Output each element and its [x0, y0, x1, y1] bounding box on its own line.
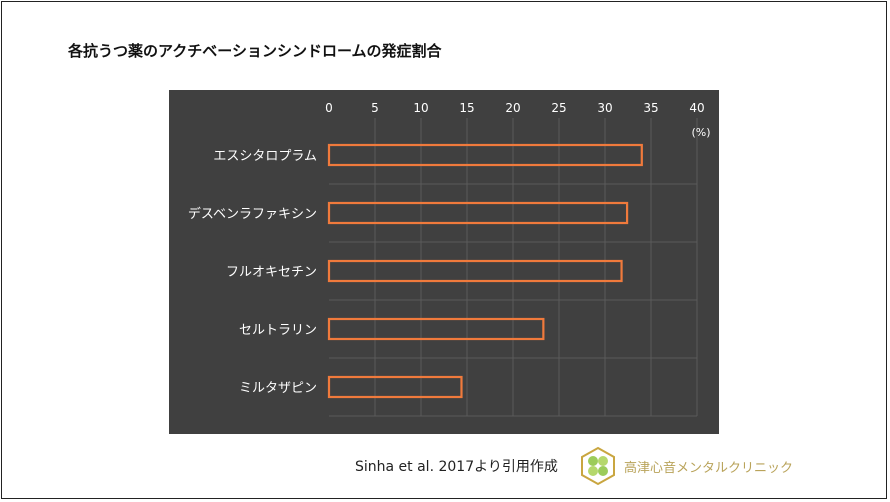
page-title: 各抗うつ薬のアクチベーションシンドロームの発症割合 — [68, 42, 442, 60]
category-label: セルトラリン — [239, 323, 317, 338]
x-tick-label: 40 — [689, 101, 704, 115]
x-tick-label: 20 — [505, 101, 520, 115]
x-tick-label: 35 — [643, 101, 658, 115]
x-tick-label: 25 — [551, 101, 566, 115]
category-label: ミルタザピン — [239, 381, 317, 396]
clinic-logo-icon — [581, 446, 615, 486]
category-label: エスシタロプラム — [213, 149, 317, 164]
x-tick-label: 15 — [459, 101, 474, 115]
source-citation: Sinha et al. 2017より引用作成 — [355, 459, 558, 475]
bar — [327, 201, 629, 225]
chart: 0 5 10 15 20 25 30 35 40 (%) エスシタロプラムデスベンラファキシンフルオ… — [169, 90, 719, 434]
category-label: デスベンラファキシン — [188, 206, 317, 222]
bar — [327, 375, 463, 399]
x-tick-label: 30 — [597, 101, 612, 115]
x-tick-label: 0 — [325, 101, 333, 115]
bar — [327, 259, 623, 283]
bar-chart-svg: 0 5 10 15 20 25 30 35 40 (%) エスシタロプラムデスベンラファキシンフルオ… — [188, 101, 711, 417]
bar — [327, 317, 545, 341]
x-tick-label: 5 — [371, 101, 379, 115]
clinic-name: 高津心音メンタルクリニック — [624, 461, 794, 476]
x-tick-label: 10 — [413, 101, 428, 115]
bar — [327, 143, 643, 167]
unit-label: (%) — [691, 126, 710, 139]
category-label: フルオキセチン — [226, 265, 317, 280]
